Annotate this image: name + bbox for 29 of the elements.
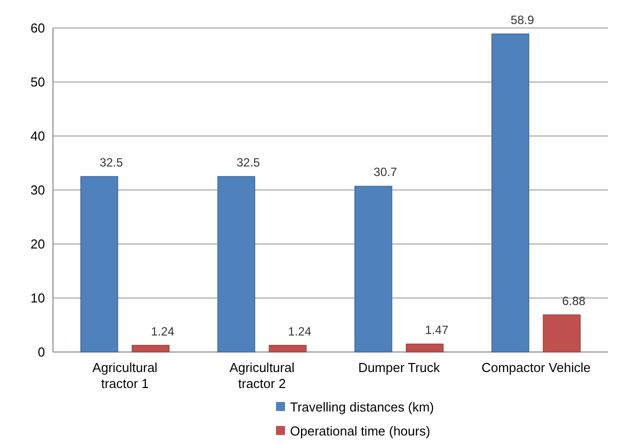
- x-tick-label: Compactor Vehicle: [481, 360, 591, 375]
- y-tick-label: 50: [30, 74, 45, 90]
- legend-label: Travelling distances (km): [290, 400, 434, 415]
- x-tick-label: Dumper Truck: [358, 360, 440, 375]
- y-tick-label: 0: [38, 344, 45, 360]
- bar: [406, 344, 444, 352]
- data-label: 30.7: [374, 165, 398, 180]
- y-tick-label: 10: [30, 290, 45, 306]
- x-tick-label: Agricultural tractor 1: [92, 360, 158, 391]
- data-label: 32.5: [236, 156, 260, 170]
- data-label: 58.9: [510, 12, 534, 27]
- data-label: 6.88: [562, 294, 586, 308]
- y-tick-label: 20: [30, 236, 45, 252]
- data-label: 1.47: [425, 323, 449, 338]
- bar: [542, 314, 581, 352]
- legend-label: Operational time (hours): [290, 424, 430, 439]
- data-label: 1.24: [150, 324, 175, 338]
- y-tick-label: 30: [30, 182, 45, 198]
- data-label: 1.24: [288, 324, 312, 338]
- x-tick-label: Agricultural tractor 2: [229, 360, 295, 391]
- y-tick-label: 40: [30, 128, 45, 144]
- y-tick-label: 60: [30, 20, 45, 36]
- bar: [80, 176, 118, 352]
- bar: [132, 344, 170, 352]
- bar: [491, 34, 530, 352]
- data-label: 32.5: [100, 156, 124, 170]
- bar: [217, 176, 256, 352]
- bar: [268, 344, 307, 352]
- bar: [354, 186, 392, 352]
